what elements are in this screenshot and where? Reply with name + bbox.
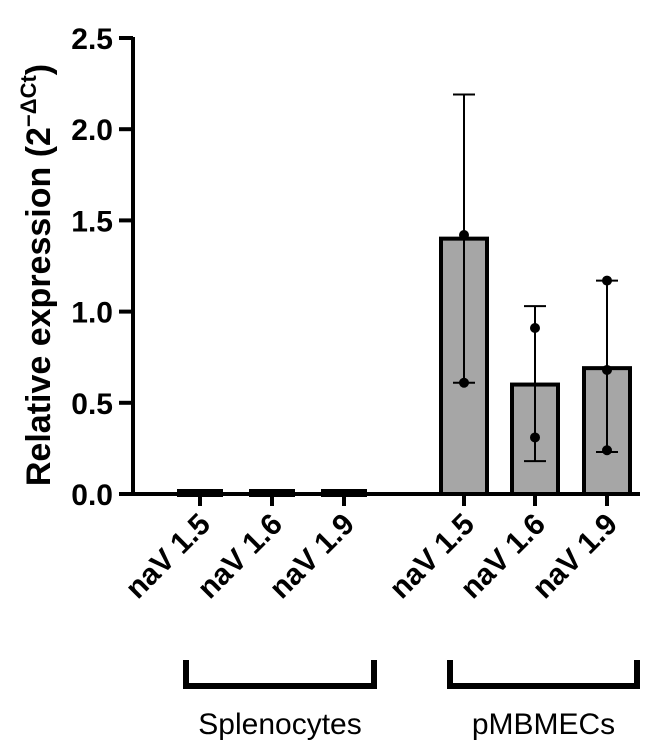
data-point <box>602 364 612 375</box>
data-point <box>602 445 612 456</box>
y-tick-label: 1.0 <box>71 297 113 330</box>
y-axis-label-exponent: −ΔCt <box>16 75 41 128</box>
svg-text:Relative expression (2−ΔCt): Relative expression (2−ΔCt) <box>16 64 58 486</box>
data-point <box>530 432 540 443</box>
group-bracket <box>183 660 377 689</box>
y-tick-label: 2.0 <box>71 114 113 147</box>
y-tick-label: 2.5 <box>71 23 113 56</box>
y-tick-label: 1.5 <box>71 205 113 238</box>
group-bracket <box>447 660 640 689</box>
data-point <box>602 275 612 286</box>
y-axis-label: Relative expression (2−ΔCt) <box>16 64 58 486</box>
y-tick-label: 0.5 <box>71 388 113 421</box>
group-label: Splenocytes <box>198 708 361 741</box>
y-axis-label-close: ) <box>20 64 58 75</box>
data-point <box>530 323 540 334</box>
group-label: pMBMECs <box>472 708 615 741</box>
data-point <box>459 377 469 388</box>
data-point <box>459 229 469 240</box>
y-tick-label: 0.0 <box>71 479 113 512</box>
y-axis-label-main: Relative expression (2 <box>20 127 58 486</box>
